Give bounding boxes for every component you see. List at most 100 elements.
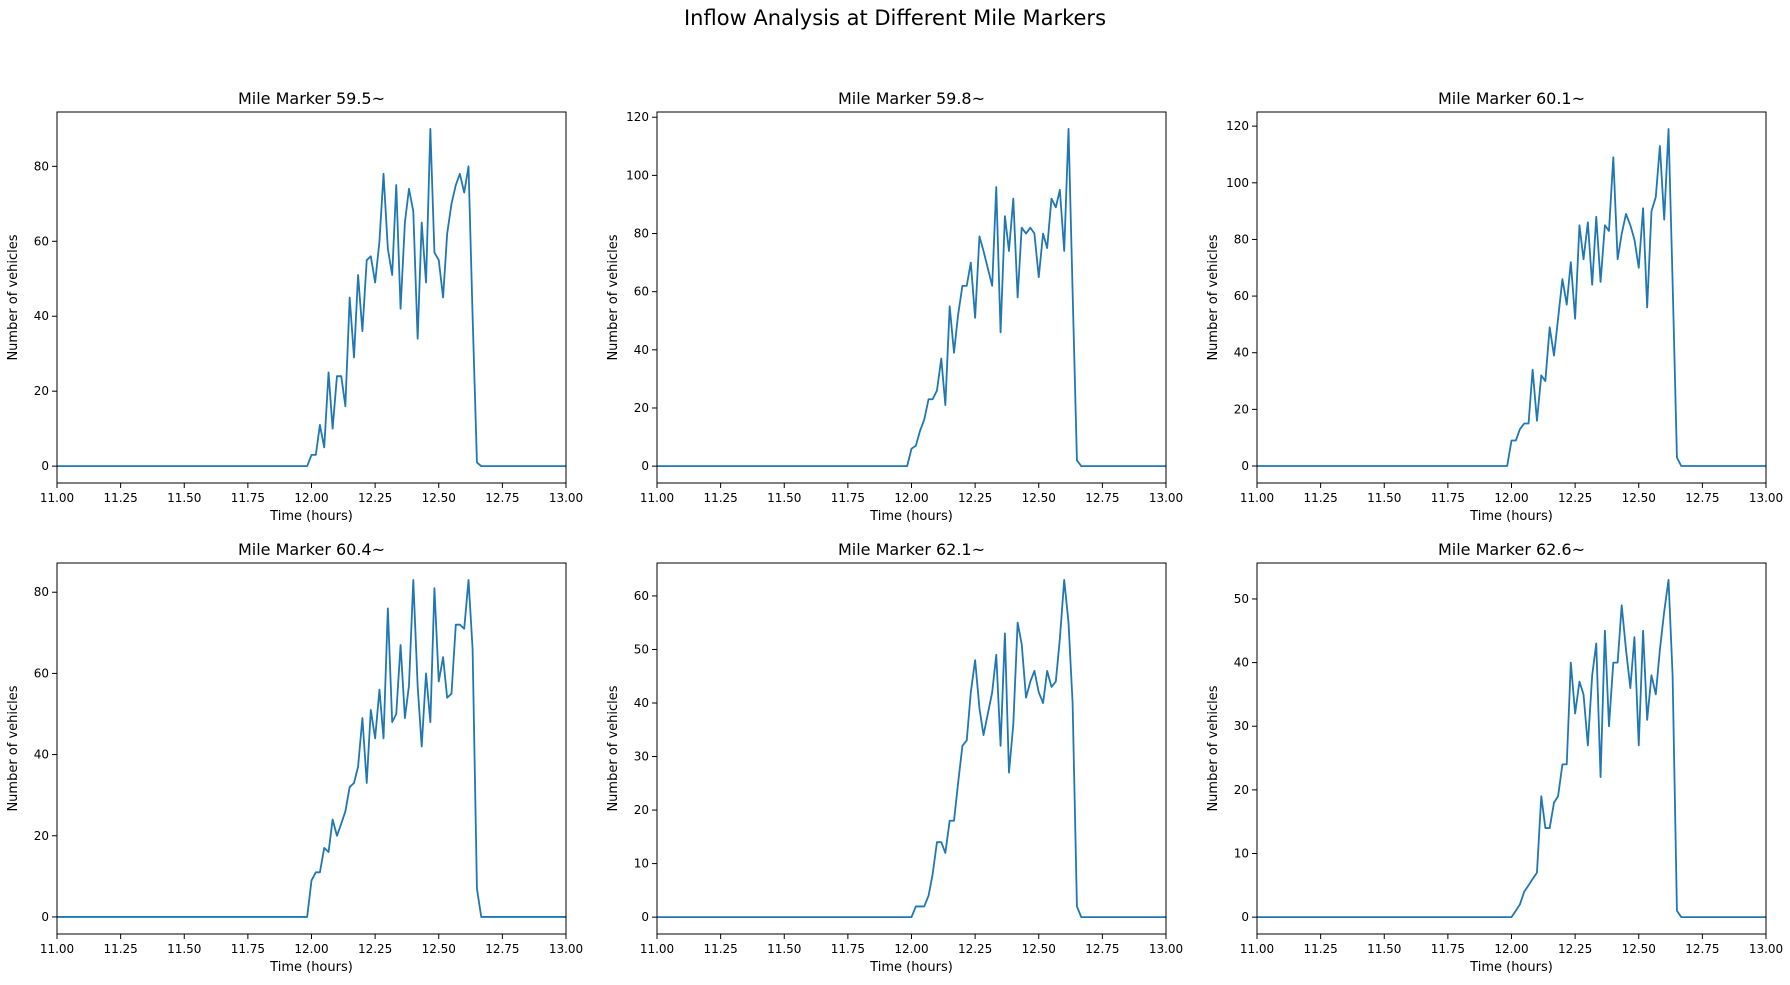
x-tick-label: 12.50 <box>1622 491 1656 505</box>
x-tick-label: 11.00 <box>640 942 674 956</box>
x-tick-label: 12.25 <box>1558 942 1592 956</box>
x-axis-label: Time (hours) <box>869 509 953 524</box>
y-tick-label: 60 <box>34 234 49 248</box>
axes-frame <box>656 111 1167 484</box>
x-tick-label: 12.75 <box>485 942 519 956</box>
y-axis-label: Number of vehicles <box>606 685 621 811</box>
y-tick-label: 40 <box>1234 656 1249 670</box>
y-tick-label: 0 <box>41 459 49 473</box>
y-tick-label: 20 <box>1234 783 1249 797</box>
y-tick-label: 0 <box>1241 459 1249 473</box>
y-axis-label: Number of vehicles <box>1206 234 1221 360</box>
x-tick-label: 13.00 <box>1749 491 1783 505</box>
subplot-6: Mile Marker 62.6~ 11.00 11.25 11.50 11.75 12.… <box>1206 540 1783 975</box>
x-tick-label: 12.25 <box>358 491 392 505</box>
y-tick-label: 100 <box>1226 176 1249 190</box>
x-tick-label: 12.00 <box>1494 942 1528 956</box>
x-tick-label: 11.50 <box>167 491 201 505</box>
y-tick-label: 40 <box>34 309 49 323</box>
y-tick-label: 0 <box>1241 910 1249 924</box>
x-tick-label: 11.25 <box>703 942 737 956</box>
subplot-title: Mile Marker 62.6~ <box>1438 540 1585 559</box>
series-line <box>657 578 1166 919</box>
x-tick-label: 13.00 <box>1149 942 1183 956</box>
x-axis-label: Time (hours) <box>1469 509 1553 524</box>
x-tick-label: 12.75 <box>1685 942 1719 956</box>
x-tick-label: 11.25 <box>703 491 737 505</box>
subplot-title: Mile Marker 59.8~ <box>838 89 985 108</box>
y-tick-label: 10 <box>634 857 649 871</box>
x-tick-label: 12.75 <box>1085 942 1119 956</box>
x-tick-label: 11.50 <box>767 942 801 956</box>
series-line <box>1257 128 1766 467</box>
x-tick-label: 12.00 <box>294 942 328 956</box>
x-tick-label: 12.50 <box>1622 942 1656 956</box>
x-axis-label: Time (hours) <box>869 960 953 975</box>
series-line <box>657 127 1166 468</box>
x-tick-label: 11.75 <box>1431 491 1465 505</box>
y-tick-label: 80 <box>634 227 649 241</box>
x-tick-label: 12.50 <box>1022 942 1056 956</box>
figure-title: Inflow Analysis at Different Mile Marker… <box>683 6 1107 30</box>
y-tick-label: 20 <box>34 829 49 843</box>
subplot-1: Mile Marker 59.5~ 11.00 11.25 11.50 11.75 12.… <box>6 89 583 524</box>
subplot-title: Mile Marker 62.1~ <box>838 540 985 559</box>
y-tick-label: 20 <box>34 384 49 398</box>
y-tick-label: 80 <box>34 159 49 173</box>
x-tick-label: 12.00 <box>294 491 328 505</box>
x-tick-label: 11.00 <box>640 491 674 505</box>
y-tick-label: 20 <box>634 401 649 415</box>
axes-frame <box>1256 562 1767 935</box>
x-tick-label: 11.25 <box>1303 942 1337 956</box>
x-tick-label: 12.00 <box>894 491 928 505</box>
subplot-5: Mile Marker 62.1~ 11.00 11.25 11.50 11.75 12.… <box>606 540 1183 975</box>
x-tick-label: 11.25 <box>103 942 137 956</box>
series-line <box>57 579 566 918</box>
y-tick-label: 40 <box>634 343 649 357</box>
x-tick-label: 12.75 <box>1085 491 1119 505</box>
x-tick-label: 11.50 <box>1367 491 1401 505</box>
x-tick-label: 13.00 <box>1749 942 1783 956</box>
x-tick-label: 11.50 <box>1367 942 1401 956</box>
series-line <box>57 127 566 468</box>
series-line <box>1257 578 1766 919</box>
y-tick-label: 0 <box>641 910 649 924</box>
axes-frame <box>656 562 1167 935</box>
x-tick-label: 13.00 <box>549 491 583 505</box>
y-tick-label: 40 <box>1234 346 1249 360</box>
y-tick-label: 40 <box>634 696 649 710</box>
y-tick-label: 50 <box>634 642 649 656</box>
x-tick-label: 11.00 <box>1240 491 1274 505</box>
y-tick-label: 50 <box>1234 592 1249 606</box>
x-tick-label: 12.50 <box>1022 491 1056 505</box>
x-tick-label: 11.00 <box>40 942 74 956</box>
y-tick-label: 60 <box>1234 289 1249 303</box>
x-tick-label: 11.75 <box>831 942 865 956</box>
subplot-title: Mile Marker 60.4~ <box>238 540 385 559</box>
y-tick-label: 100 <box>626 168 649 182</box>
y-tick-label: 60 <box>634 589 649 603</box>
subplot-4: Mile Marker 60.4~ 11.00 11.25 11.50 11.75 12.… <box>6 540 583 975</box>
y-tick-label: 120 <box>626 110 649 124</box>
x-tick-label: 12.25 <box>958 491 992 505</box>
y-axis-label: Number of vehicles <box>6 234 21 360</box>
x-axis-label: Time (hours) <box>269 960 353 975</box>
y-tick-label: 0 <box>41 910 49 924</box>
x-tick-label: 11.75 <box>831 491 865 505</box>
x-tick-label: 12.00 <box>1494 491 1528 505</box>
x-tick-label: 11.75 <box>231 942 265 956</box>
axes-frame <box>1256 111 1767 484</box>
y-tick-label: 80 <box>1234 232 1249 246</box>
subplot-3: Mile Marker 60.1~ 11.00 11.25 11.50 11.75 12.… <box>1206 89 1783 524</box>
x-tick-label: 12.00 <box>894 942 928 956</box>
x-tick-label: 12.75 <box>1685 491 1719 505</box>
y-tick-label: 60 <box>634 285 649 299</box>
x-tick-label: 13.00 <box>1149 491 1183 505</box>
axes-frame <box>56 562 567 935</box>
y-axis-label: Number of vehicles <box>6 685 21 811</box>
x-tick-label: 11.00 <box>1240 942 1274 956</box>
y-tick-label: 60 <box>34 666 49 680</box>
subplot-title: Mile Marker 60.1~ <box>1438 89 1585 108</box>
x-tick-label: 11.25 <box>103 491 137 505</box>
